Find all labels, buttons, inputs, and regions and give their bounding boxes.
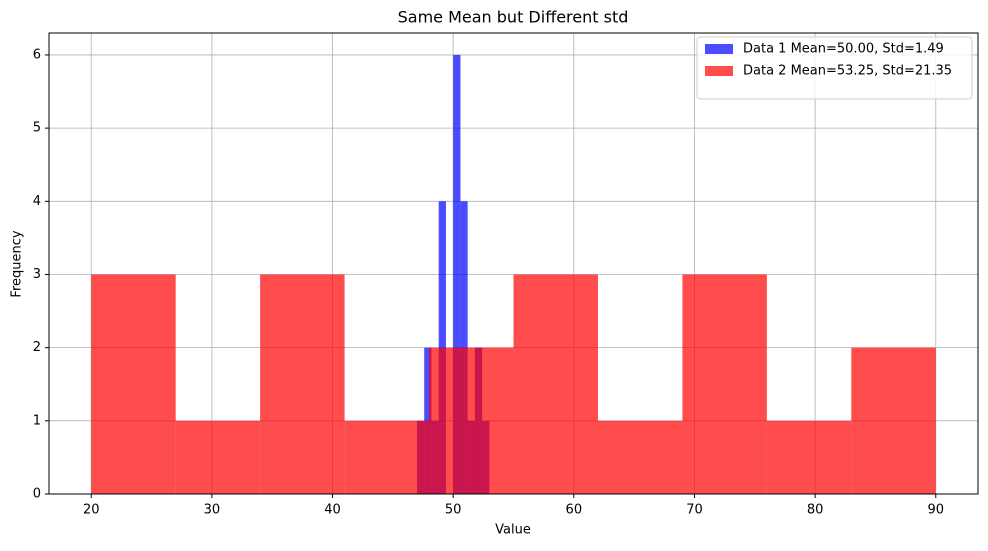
legend: Data 1 Mean=50.00, Std=1.49 Data 2 Mean=5… (696, 36, 973, 100)
plot-frame (48, 32, 979, 495)
y-tick-label: 2 (33, 340, 41, 355)
bar (851, 347, 936, 494)
y-tick-label: 3 (33, 267, 41, 282)
bar (175, 420, 261, 494)
y-tick-label: 0 (33, 487, 41, 502)
x-axis-label: Value (495, 523, 531, 538)
y-tick-label: 4 (33, 194, 41, 209)
x-tick-label: 30 (204, 503, 221, 518)
y-tick-label: 6 (33, 47, 41, 62)
legend-label: Data 2 Mean=53.25, Std=21.35 (743, 64, 952, 79)
x-tick-label: 50 (445, 503, 462, 518)
bar (91, 274, 176, 494)
y-tick-label: 1 (33, 413, 41, 428)
y-tick-label: 5 (33, 121, 41, 136)
bar (597, 420, 683, 494)
chart-title: Same Mean but Different std (398, 8, 629, 27)
x-tick-label: 60 (566, 503, 583, 518)
bar (513, 274, 598, 494)
bar (766, 420, 852, 494)
x-tick-label: 80 (807, 503, 824, 518)
bar (682, 274, 767, 494)
bar (344, 420, 430, 494)
x-tick-label: 90 (927, 503, 944, 518)
bar (260, 274, 345, 494)
legend-swatch (705, 66, 733, 76)
legend-box (696, 36, 973, 100)
y-axis-label: Frequency (10, 230, 25, 297)
legend-label: Data 1 Mean=50.00, Std=1.49 (743, 42, 944, 57)
x-tick-label: 70 (686, 503, 703, 518)
x-tick-label: 40 (324, 503, 341, 518)
x-tick-label: 20 (83, 503, 100, 518)
legend-swatch (705, 44, 733, 54)
bar (429, 347, 514, 494)
bar (424, 347, 432, 494)
bar (453, 54, 461, 494)
